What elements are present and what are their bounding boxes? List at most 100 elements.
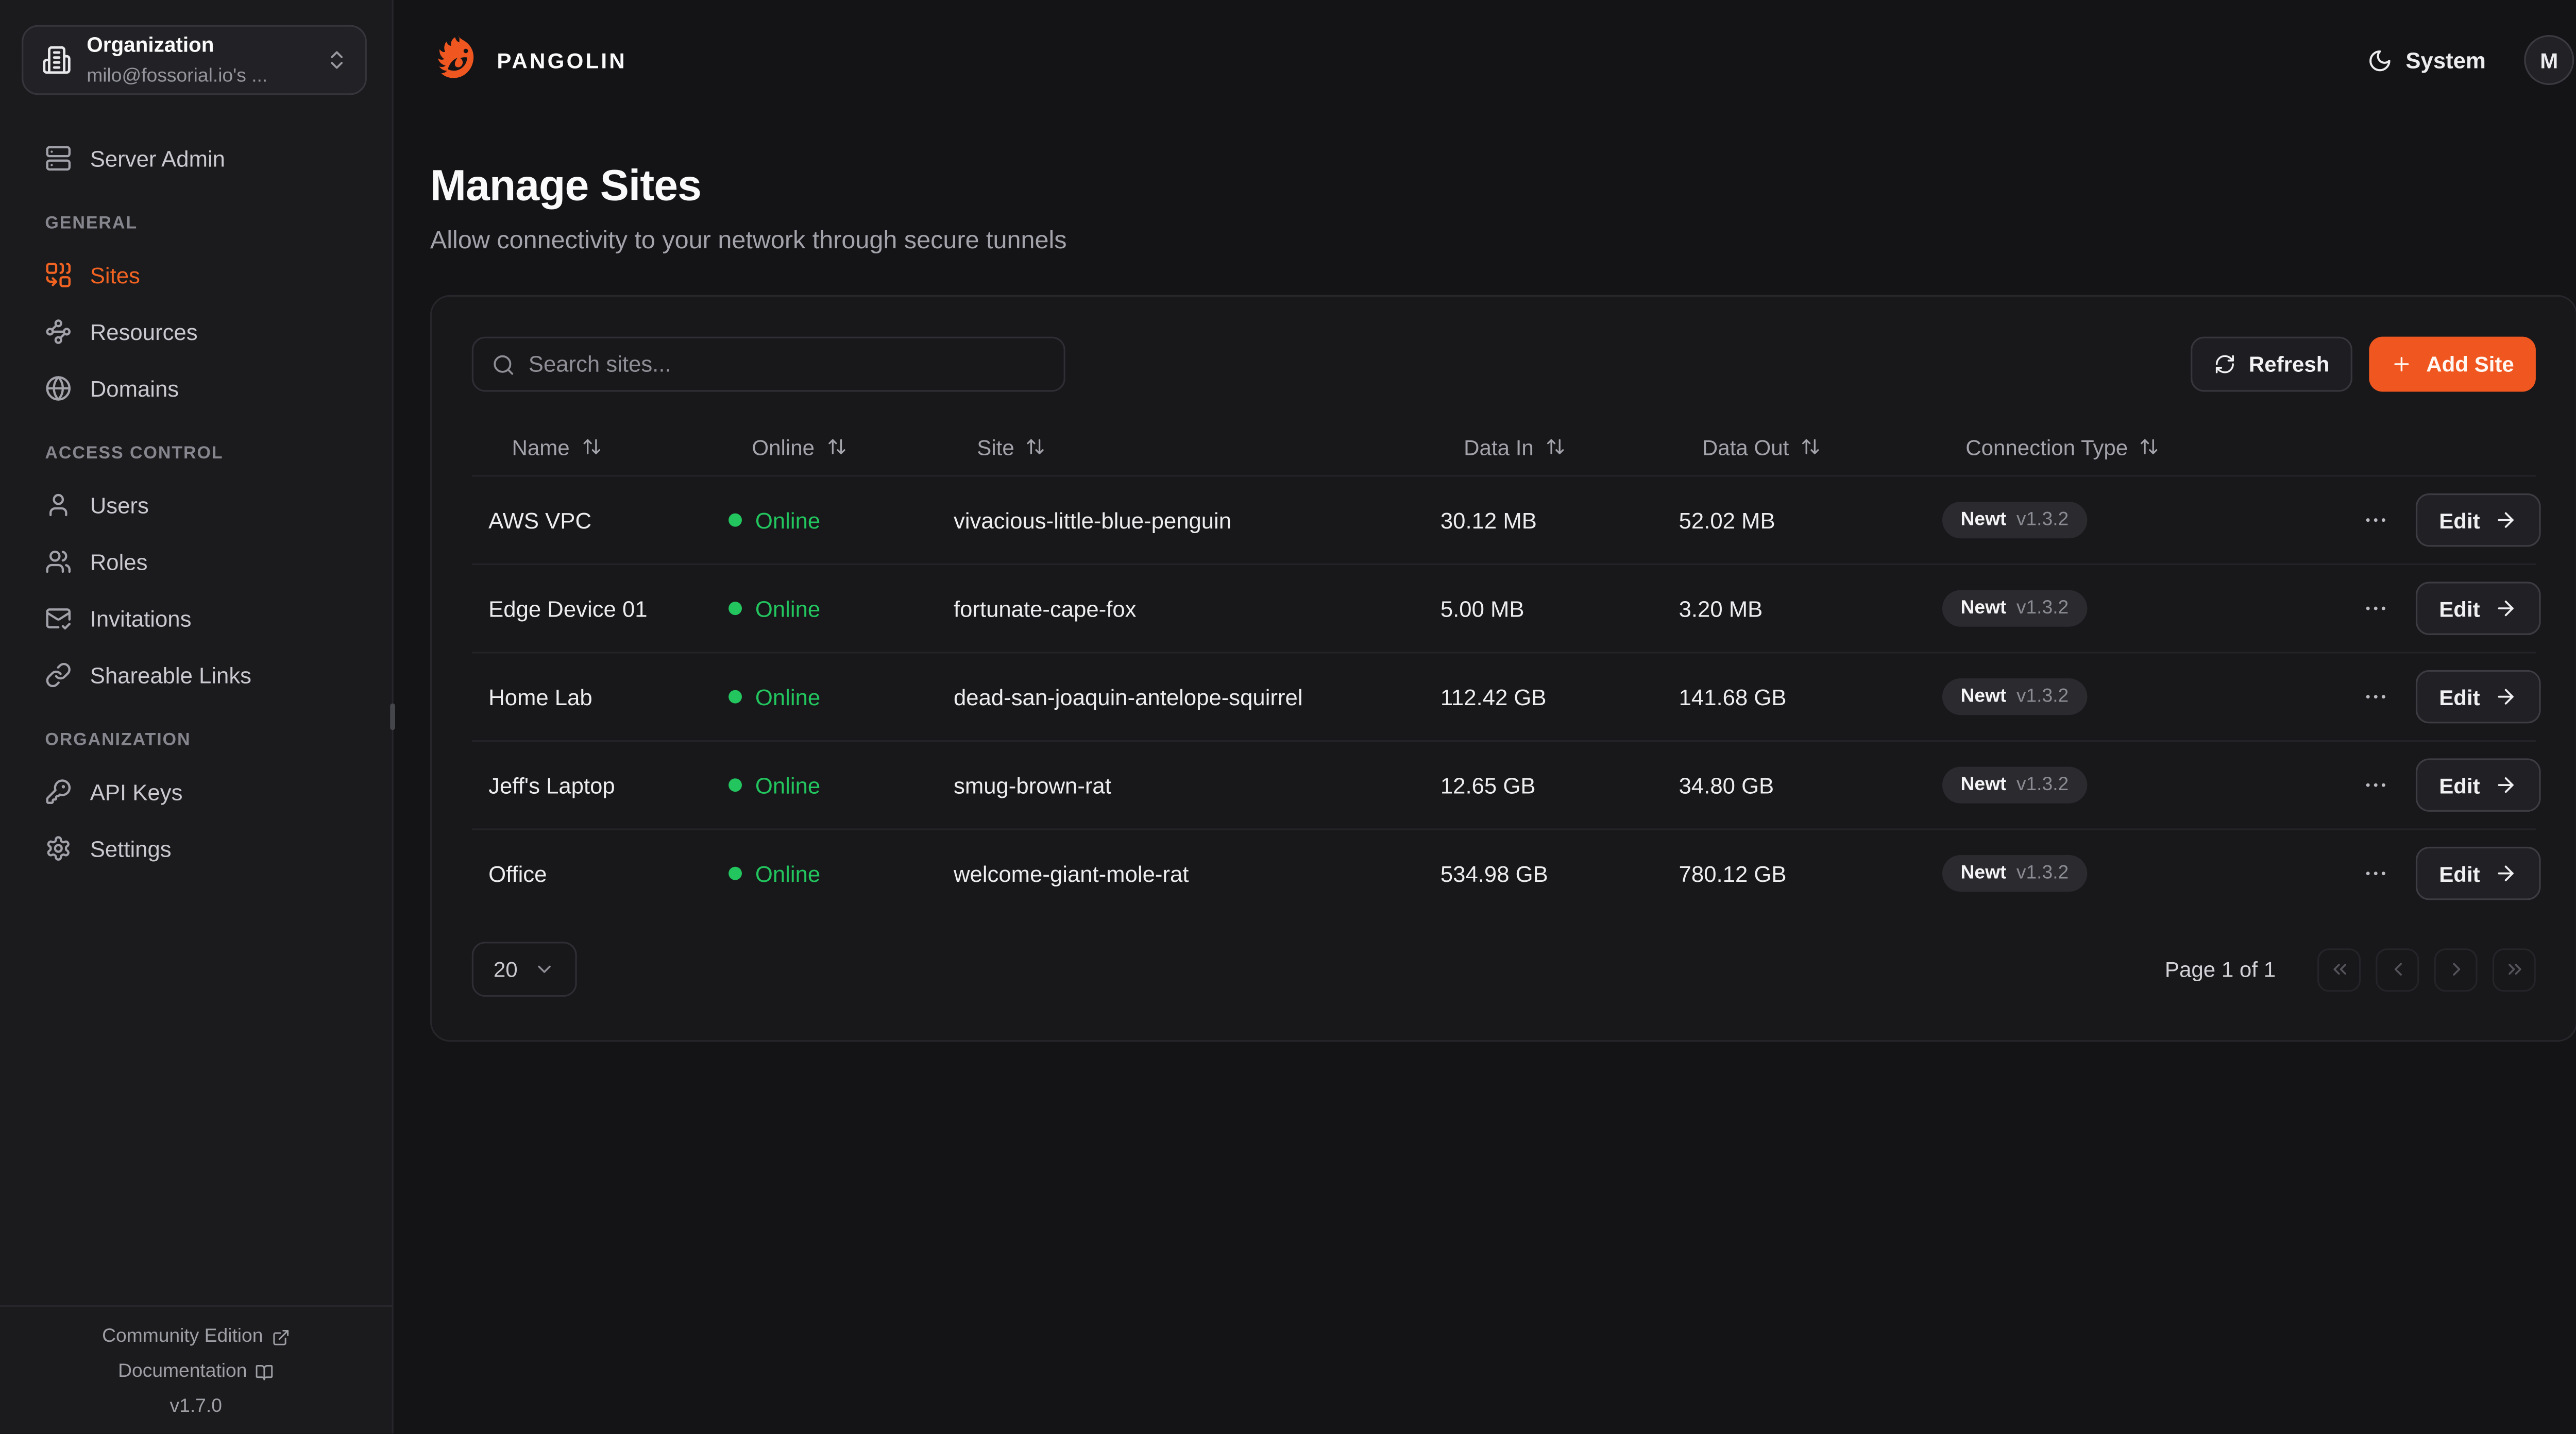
column-header-label: Site [977, 434, 1014, 459]
pagination-controls: Page 1 of 1 [2165, 947, 2536, 991]
sidebar-section-title: ACCESS CONTROL [45, 443, 224, 464]
connection-type-version: v1.3.2 [2016, 598, 2069, 619]
connection-type-name: Newt [1960, 510, 2007, 531]
site-status-cell: Online [712, 773, 937, 797]
sidebar-section: GENERAL Sites Resources Domains [45, 213, 370, 408]
chevrons-up-down-icon [325, 48, 348, 72]
column-header-online[interactable]: Online [712, 434, 937, 459]
edit-button-label: Edit [2439, 861, 2480, 886]
connection-type-name: Newt [1960, 598, 2007, 619]
sidebar-item-invitations[interactable]: Invitations [45, 599, 370, 639]
sidebar-item-label: Roles [90, 549, 148, 574]
column-header-label: Online [752, 434, 815, 459]
refresh-button[interactable]: Refresh [2190, 336, 2353, 392]
sidebar-item-server-admin[interactable]: Server Admin [45, 139, 370, 179]
add-site-button[interactable]: Add Site [2369, 336, 2536, 392]
users-icon [45, 549, 72, 575]
next-page-button[interactable] [2434, 947, 2478, 991]
brand-name: PANGOLIN [497, 47, 627, 73]
combine-icon [45, 262, 72, 288]
sidebar-item-api-keys[interactable]: API Keys [45, 772, 370, 812]
sort-icon [1801, 437, 1821, 457]
site-name-cell: Home Lab [488, 684, 592, 709]
site-identifier-cell: dead-san-joaquin-antelope-squirrel [953, 684, 1303, 709]
sidebar-nav: Server Admin GENERAL Sites Resources Dom… [0, 120, 392, 885]
row-actions-cell: Edit [2343, 493, 2557, 547]
sidebar-item-settings[interactable]: Settings [45, 828, 370, 868]
ellipsis-icon [2362, 772, 2389, 798]
edit-button[interactable]: Edit [2415, 758, 2540, 812]
pagination-bar: 20 Page 1 of 1 [471, 942, 2536, 997]
row-actions-cell: Edit [2343, 670, 2557, 724]
sidebar-item-shareable-links[interactable]: Shareable Links [45, 655, 370, 695]
column-header-site[interactable]: Site [937, 434, 1424, 459]
row-menu-button[interactable] [2359, 680, 2393, 713]
column-header-data-in[interactable]: Data In [1424, 434, 1663, 459]
connection-type-cell: Newt v1.3.2 [1926, 766, 2343, 804]
online-status-label: Online [755, 684, 821, 709]
sort-icon [1545, 437, 1565, 457]
edit-button[interactable]: Edit [2415, 670, 2540, 724]
data-in-cell: 30.12 MB [1440, 507, 1537, 533]
column-header-label: Name [512, 434, 570, 459]
row-menu-button[interactable] [2359, 503, 2393, 537]
sidebar-item-sites[interactable]: Sites [45, 255, 370, 295]
search-input[interactable] [528, 351, 1045, 377]
sidebar-resize-handle[interactable] [390, 703, 395, 730]
edit-button-label: Edit [2439, 772, 2480, 798]
connection-type-cell: Newt v1.3.2 [1926, 590, 2343, 627]
community-edition-link[interactable]: Community Edition [0, 1327, 392, 1347]
edit-button[interactable]: Edit [2415, 493, 2540, 547]
first-page-button[interactable] [2317, 947, 2361, 991]
row-menu-button[interactable] [2359, 592, 2393, 625]
connection-type-version: v1.3.2 [2016, 863, 2069, 884]
user-avatar[interactable]: M [2524, 35, 2574, 86]
sidebar-item-label: Invitations [90, 606, 192, 631]
data-out-cell: 141.68 GB [1679, 684, 1787, 709]
arrow-right-icon [2494, 862, 2517, 885]
column-header-connection-type[interactable]: Connection Type [1926, 434, 2343, 459]
arrow-right-icon [2494, 773, 2517, 796]
table-row: Office Online welcome-giant-mole-rat 534… [471, 828, 2540, 917]
sites-toolbar: Refresh Add Site [471, 336, 2536, 392]
org-selector-texts: Organization milo@fossorial.io's ... [87, 30, 310, 90]
online-status-dot [728, 778, 742, 792]
sidebar-item-users[interactable]: Users [45, 485, 370, 525]
row-actions-cell: Edit [2343, 758, 2557, 812]
site-identifier-cell: welcome-giant-mole-rat [953, 861, 1189, 886]
sidebar-section-items: Sites Resources Domains [45, 255, 370, 408]
arrow-right-icon [2494, 508, 2517, 532]
org-selector-label: Organization [87, 33, 214, 57]
sidebar-item-label: Server Admin [90, 146, 226, 171]
documentation-link[interactable]: Documentation [0, 1362, 392, 1382]
site-name-cell: Edge Device 01 [488, 595, 648, 621]
mail-check-icon [45, 605, 72, 632]
sidebar-item-resources[interactable]: Resources [45, 312, 370, 352]
connection-type-name: Newt [1960, 687, 2007, 707]
sidebar-item-roles[interactable]: Roles [45, 542, 370, 582]
ellipsis-icon [2362, 860, 2389, 887]
page-title: Manage Sites [430, 160, 702, 210]
book-open-icon [256, 1363, 274, 1382]
data-out-cell: 34.80 GB [1679, 772, 1774, 798]
brand-logo: PANGOLIN [430, 32, 627, 88]
column-header-name[interactable]: Name [472, 434, 712, 459]
edit-button[interactable]: Edit [2415, 582, 2540, 635]
page-size-select[interactable]: 20 [471, 942, 578, 997]
search-box [471, 336, 1065, 392]
add-site-label: Add Site [2426, 351, 2514, 377]
edit-button[interactable]: Edit [2415, 846, 2540, 900]
row-menu-button[interactable] [2359, 769, 2393, 802]
data-out-cell: 780.12 GB [1679, 861, 1787, 886]
last-page-button[interactable] [2492, 947, 2536, 991]
row-menu-button[interactable] [2359, 857, 2393, 890]
previous-page-button[interactable] [2376, 947, 2419, 991]
sidebar-item-domains[interactable]: Domains [45, 368, 370, 408]
table-row: Home Lab Online dead-san-joaquin-antelop… [471, 652, 2540, 740]
community-edition-label: Community Edition [102, 1327, 263, 1347]
column-header-data-out[interactable]: Data Out [1662, 434, 1925, 459]
theme-toggle[interactable]: System [2367, 47, 2486, 73]
table-row: Jeff's Laptop Online smug-brown-rat 12.6… [471, 740, 2540, 829]
org-selector[interactable]: Organization milo@fossorial.io's ... [22, 25, 367, 95]
